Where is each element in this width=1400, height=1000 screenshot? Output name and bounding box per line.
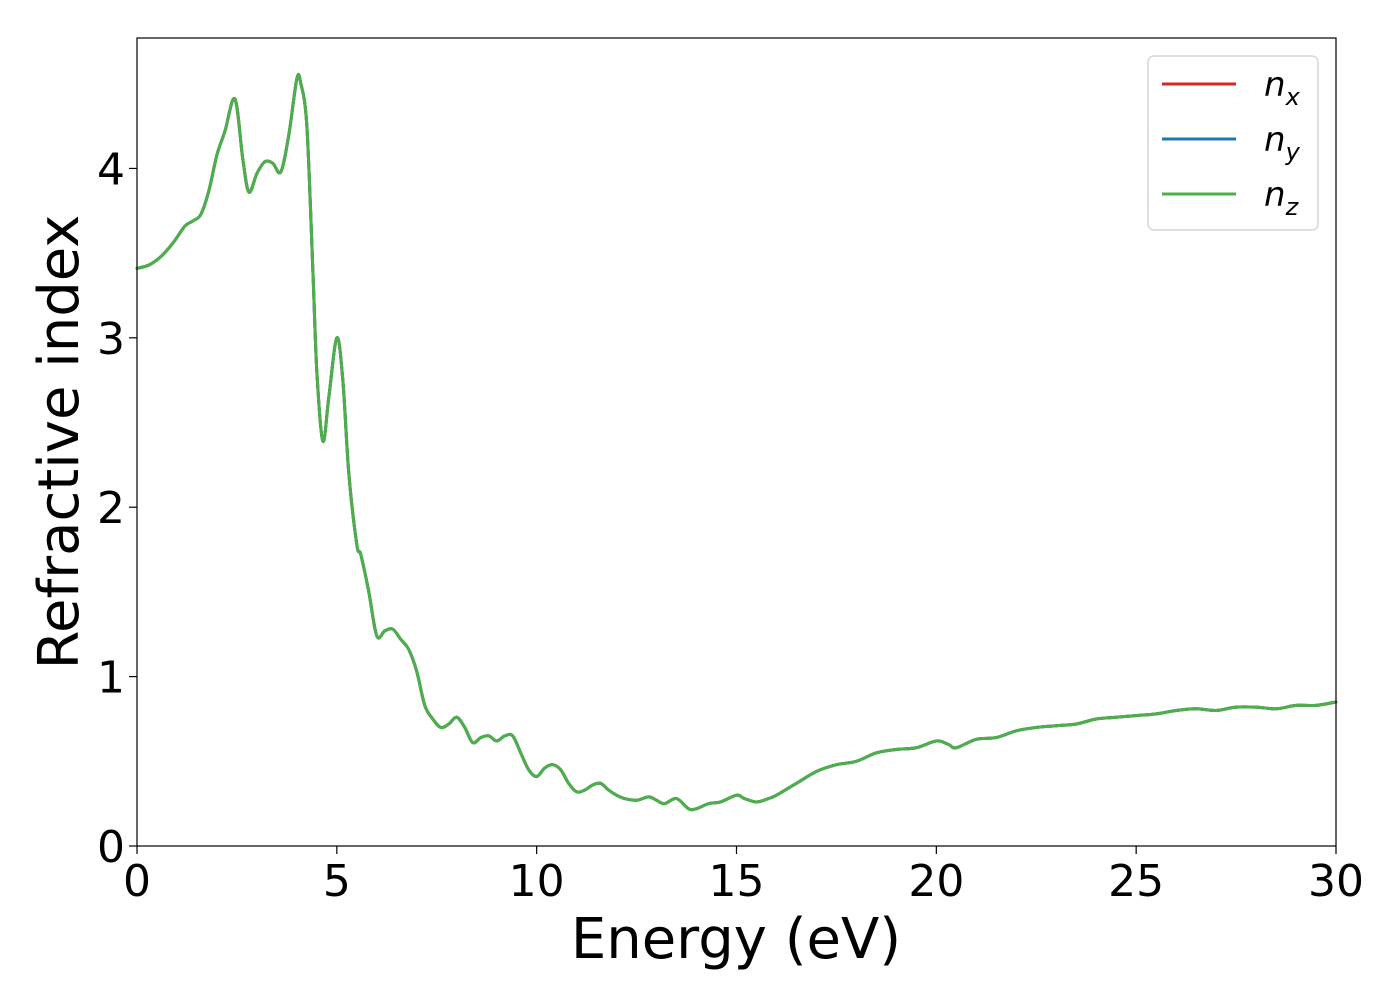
plot-background: [137, 38, 1336, 846]
series-line-n-z: [135, 72, 1338, 812]
x-tick-label: 30: [1308, 856, 1364, 907]
x-tick-label: 20: [908, 856, 964, 907]
x-tick-label: 5: [323, 856, 351, 907]
legend-box: [1147, 55, 1319, 231]
y-tick-label: 4: [97, 144, 125, 195]
x-tick-label: 25: [1108, 856, 1164, 907]
x-tick-label: 10: [509, 856, 565, 907]
y-tick-label: 1: [97, 653, 125, 704]
legend-label-n-x: nx: [1264, 65, 1301, 111]
y-axis-label: Refractive index: [27, 215, 92, 670]
y-tick-label: 3: [97, 314, 125, 365]
x-tick-label: 15: [709, 856, 765, 907]
x-axis-label: Energy (eV): [571, 907, 901, 972]
x-tick-label: 0: [123, 856, 151, 907]
ticks-layer: 0 5 10 15 20 25 30 0 1 2 3 4: [97, 144, 1364, 907]
y-tick-label: 0: [97, 822, 125, 873]
series-layer: [135, 72, 1338, 812]
legend-label-n-y: ny: [1264, 120, 1301, 166]
y-tick-label: 2: [97, 483, 125, 534]
